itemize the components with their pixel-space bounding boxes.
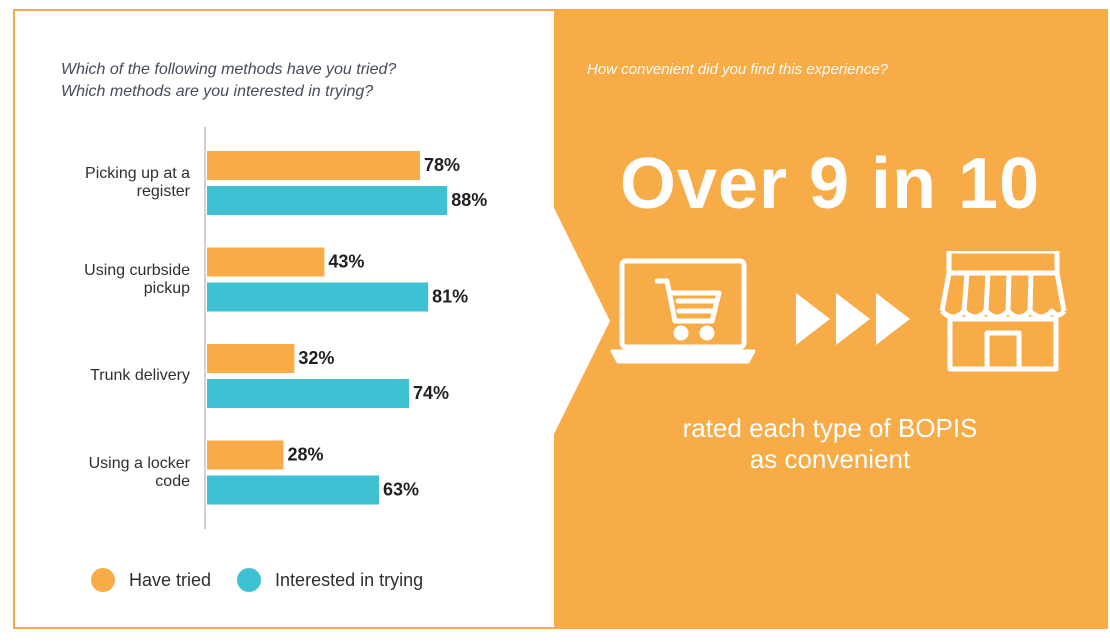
caption-line-1: rated each type of BOPIS (682, 413, 978, 443)
triple-arrow-icon (796, 293, 910, 345)
category-label-2: Trunk delivery (90, 367, 190, 384)
category-label-3: Using a locker code (88, 454, 190, 490)
convenience-caption: rated each type of BOPIS as convenient (554, 413, 1106, 475)
bar-tried-3 (207, 440, 284, 470)
chart-question: Which of the following methods have you … (61, 59, 396, 103)
value-label-tried-2: 32% (298, 348, 334, 368)
infographic-frame: Which of the following methods have you … (13, 9, 1108, 629)
value-label-interested-1: 81% (432, 287, 468, 307)
legend-label-tried: Have tried (129, 569, 212, 590)
legend: Have tried Interested in trying (91, 568, 449, 592)
convenience-panel: How convenient did you find this experie… (554, 11, 1106, 627)
bar-interested-2 (207, 379, 410, 408)
bar-interested-1 (207, 282, 429, 312)
legend-swatch-interested (237, 568, 262, 592)
caption-line-2: as convenient (749, 444, 911, 474)
value-label-tried-0: 78% (424, 155, 460, 175)
bar-tried-0 (207, 151, 420, 180)
value-label-interested-3: 63% (383, 480, 419, 500)
question-line-2: Which methods are you interested in tryi… (61, 83, 374, 100)
bar-interested-0 (207, 186, 448, 215)
category-label-0: Picking up at a register (85, 165, 190, 200)
value-label-interested-0: 88% (451, 190, 487, 210)
legend-label-interested: Interested in trying (275, 569, 424, 590)
category-label-1: Using curbside pickup (84, 261, 190, 297)
bar-chart: 78% 88% 43% 81% 32% 74% 28% 63% (204, 127, 487, 529)
bar-tried-2 (207, 344, 295, 373)
convenience-question: How convenient did you find this experie… (587, 61, 889, 78)
storefront-icon (939, 251, 1067, 372)
question-line-1: Which of the following methods have you … (61, 61, 397, 78)
value-label-tried-1: 43% (328, 252, 364, 272)
headline-stat: Over 9 in 10 (619, 144, 1041, 224)
value-label-tried-3: 28% (287, 445, 323, 465)
bopis-icons (610, 251, 1067, 372)
value-label-interested-2: 74% (413, 383, 449, 403)
panel-chevron (553, 206, 610, 436)
bar-tried-1 (207, 247, 325, 277)
bar-interested-3 (207, 475, 379, 505)
category-labels: Picking up at a register Using curbside p… (15, 11, 215, 627)
survey-chart-panel: Which of the following methods have you … (15, 11, 556, 627)
laptop-cart-icon (610, 258, 756, 364)
legend-swatch-tried (91, 568, 115, 592)
